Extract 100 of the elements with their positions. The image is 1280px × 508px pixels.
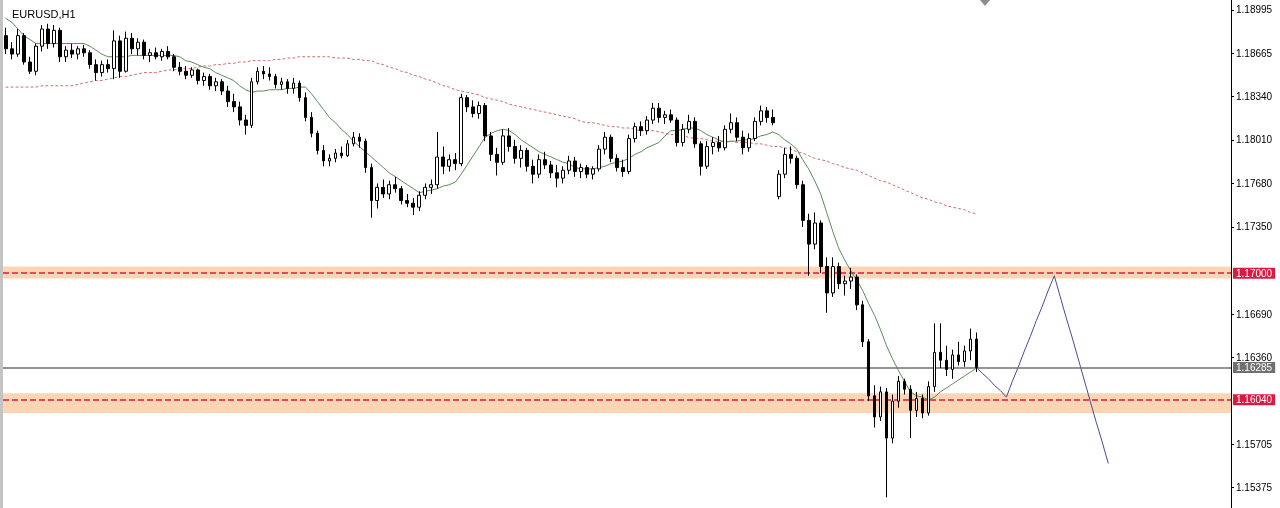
y-tick-label: 1.18010 <box>1236 134 1273 146</box>
candlestick <box>633 122 637 143</box>
candlestick <box>585 164 589 179</box>
candlestick <box>82 44 86 58</box>
candlestick <box>567 155 571 175</box>
candlestick <box>705 140 709 170</box>
candlestick <box>429 178 433 195</box>
candlestick <box>405 193 409 208</box>
candlestick <box>891 394 894 444</box>
candlestick <box>621 159 625 178</box>
candlestick <box>184 65 188 80</box>
candlestick <box>100 60 104 78</box>
text: EURUSD,H1 <box>12 7 76 20</box>
candlestick <box>387 180 391 200</box>
y-tick-label: 1.15705 <box>1236 438 1273 450</box>
line-series <box>975 275 1109 464</box>
candlestick <box>687 114 691 134</box>
candlestick <box>897 375 900 409</box>
candlestick <box>489 131 493 162</box>
candlestick <box>94 58 98 81</box>
candlestick <box>549 160 553 179</box>
candlestick <box>645 115 649 136</box>
candlestick <box>154 47 158 60</box>
candlestick <box>885 387 888 498</box>
candlestick <box>130 32 134 55</box>
candlestick <box>465 94 469 113</box>
candlestick <box>663 110 667 125</box>
candlestick <box>969 328 972 361</box>
candlestick <box>837 262 841 290</box>
candlestick <box>729 112 733 134</box>
y-tick-label: 1.16690 <box>1236 308 1273 320</box>
candlestick <box>417 190 421 212</box>
candlestick <box>256 66 259 85</box>
candlestick <box>855 273 859 311</box>
candlestick <box>232 93 236 113</box>
candlestick <box>346 139 349 158</box>
y-tick-label: 1.17350 <box>1236 221 1273 233</box>
candlestick <box>963 345 966 368</box>
candlestick <box>358 132 361 149</box>
candlestick <box>543 151 547 170</box>
candlestick <box>753 116 757 142</box>
candlestick <box>525 147 529 173</box>
y-tick-label: 1.18995 <box>1236 4 1273 16</box>
y-tick-label: 1.18665 <box>1236 47 1273 59</box>
candlestick <box>807 213 811 277</box>
candlestick <box>711 136 715 155</box>
candlestick <box>459 93 463 167</box>
candlestick <box>88 49 92 70</box>
candlestick <box>693 116 697 149</box>
candlestick <box>591 165 595 180</box>
candlestick <box>939 322 942 369</box>
candlestick <box>531 159 535 184</box>
candlestick <box>717 135 721 153</box>
candlestick <box>921 394 924 419</box>
candlestick <box>220 78 224 96</box>
line-series <box>5 56 977 215</box>
candlestick <box>519 144 523 169</box>
candlestick <box>22 32 26 66</box>
candlestick <box>435 131 439 190</box>
candlestick <box>364 138 367 174</box>
candlestick <box>597 144 601 173</box>
candlestick <box>58 27 62 63</box>
y-tick-label: 1.15375 <box>1236 482 1273 494</box>
ref-line-label: 1.17000 <box>1236 267 1273 279</box>
candlestick <box>214 77 218 92</box>
candlestick <box>741 130 745 155</box>
candlestick <box>411 197 415 216</box>
candlestick <box>304 91 307 122</box>
candlestick <box>813 211 817 250</box>
candlestick <box>795 155 799 190</box>
candlestick <box>148 48 152 63</box>
candlestick <box>166 45 170 60</box>
candlestick <box>178 61 182 76</box>
candlestick <box>328 153 331 167</box>
candlestick <box>70 43 74 59</box>
candlestick <box>322 144 325 167</box>
candlestick <box>202 72 206 87</box>
candlestick <box>477 101 481 120</box>
candlestick <box>933 322 936 393</box>
candlestick <box>927 380 930 417</box>
candlestick <box>52 24 56 48</box>
candlestick <box>4 27 8 55</box>
candlestick <box>537 153 541 179</box>
candlestick <box>789 145 793 165</box>
candlestick <box>699 140 703 176</box>
candlestick <box>196 68 200 85</box>
y-tick-label: 1.18340 <box>1236 90 1273 102</box>
candlestick <box>771 109 775 126</box>
candlestick <box>370 163 373 219</box>
candlestick <box>669 109 673 124</box>
candlestick <box>447 153 451 173</box>
candlestick <box>627 134 631 175</box>
candlestick <box>759 105 763 126</box>
candlestick <box>352 131 355 147</box>
candlestick <box>615 153 619 173</box>
candlestick <box>801 180 805 228</box>
candlestick <box>46 23 50 50</box>
candlestick <box>453 152 457 171</box>
y-tick-label: 1.16360 <box>1236 352 1273 364</box>
candlestick <box>579 163 583 179</box>
